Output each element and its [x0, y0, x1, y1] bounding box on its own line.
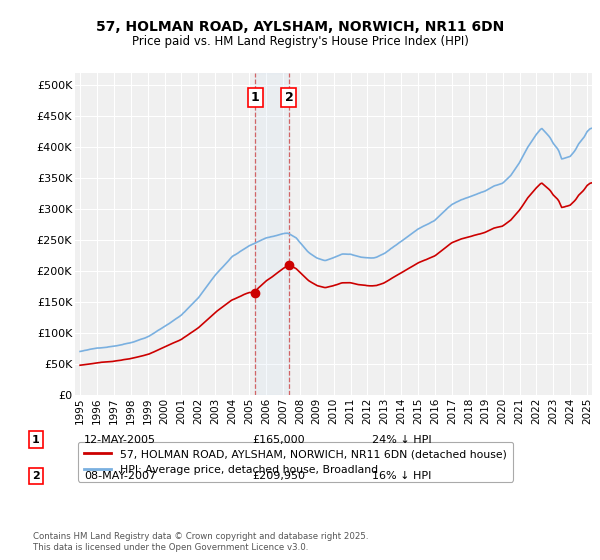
Text: 1: 1 — [32, 435, 40, 445]
Text: Price paid vs. HM Land Registry's House Price Index (HPI): Price paid vs. HM Land Registry's House … — [131, 35, 469, 48]
Bar — [255, 73, 289, 395]
Text: £209,950: £209,950 — [252, 471, 305, 481]
Text: 24% ↓ HPI: 24% ↓ HPI — [372, 435, 431, 445]
Text: 12-MAY-2005: 12-MAY-2005 — [84, 435, 156, 445]
Text: 08-MAY-2007: 08-MAY-2007 — [84, 471, 156, 481]
Text: 1: 1 — [251, 91, 260, 104]
Text: 2: 2 — [284, 91, 293, 104]
Text: £165,000: £165,000 — [252, 435, 305, 445]
Legend: 57, HOLMAN ROAD, AYLSHAM, NORWICH, NR11 6DN (detached house), HPI: Average price: 57, HOLMAN ROAD, AYLSHAM, NORWICH, NR11 … — [78, 442, 514, 482]
Text: 16% ↓ HPI: 16% ↓ HPI — [372, 471, 431, 481]
Text: 57, HOLMAN ROAD, AYLSHAM, NORWICH, NR11 6DN: 57, HOLMAN ROAD, AYLSHAM, NORWICH, NR11 … — [96, 20, 504, 34]
Text: 2: 2 — [32, 471, 40, 481]
Text: Contains HM Land Registry data © Crown copyright and database right 2025.
This d: Contains HM Land Registry data © Crown c… — [33, 532, 368, 552]
